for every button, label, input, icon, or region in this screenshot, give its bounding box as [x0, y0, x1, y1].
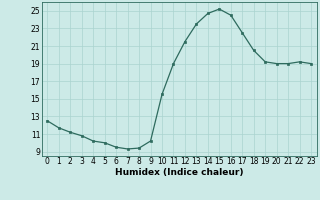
- X-axis label: Humidex (Indice chaleur): Humidex (Indice chaleur): [115, 168, 244, 177]
